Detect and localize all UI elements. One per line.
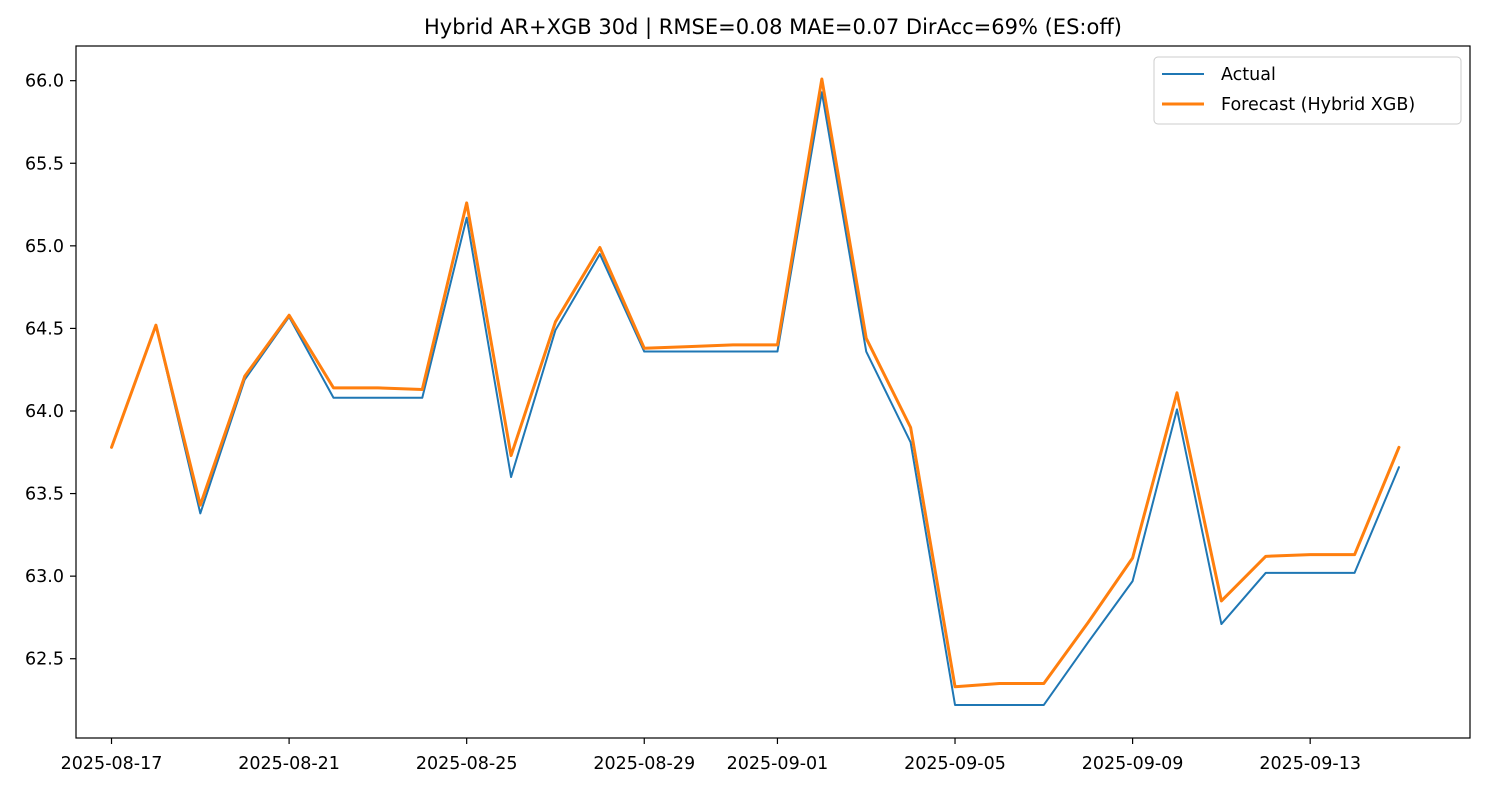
y-tick-label: 63.5: [25, 485, 64, 505]
y-tick-label: 64.5: [25, 319, 64, 339]
x-tick-label: 2025-09-05: [904, 754, 1006, 774]
x-tick-label: 2025-08-17: [61, 754, 163, 774]
series-line-actual: [110, 91, 1400, 706]
y-tick-label: 63.0: [25, 567, 64, 587]
y-tick-label: 66.0: [25, 72, 64, 92]
y-tick-label: 62.5: [25, 650, 64, 670]
x-tick-label: 2025-09-01: [727, 754, 829, 774]
x-tick-label: 2025-08-29: [593, 754, 695, 774]
x-tick-label: 2025-08-21: [238, 754, 340, 774]
legend-label-actual: Actual: [1221, 65, 1276, 85]
plot-frame: [75, 45, 1471, 739]
legend-frame: [1153, 56, 1462, 125]
chart-title: Hybrid AR+XGB 30d | RMSE=0.08 MAE=0.07 D…: [424, 15, 1122, 40]
series-line-forecast: [110, 77, 1401, 689]
legend: Actual Forecast (Hybrid XGB): [1153, 56, 1462, 125]
legend-label-forecast: Forecast (Hybrid XGB): [1221, 95, 1415, 115]
x-tick-label: 2025-09-09: [1082, 754, 1184, 774]
x-tick-label: 2025-09-13: [1259, 754, 1361, 774]
y-tick-label: 64.0: [25, 402, 64, 422]
y-tick-label: 65.0: [25, 237, 64, 257]
y-tick-label: 65.5: [25, 154, 64, 174]
axes-layer: 2025-08-17 2025-08-21 2025-08-25 2025-08-29…: [25, 45, 1471, 774]
x-tick-label: 2025-08-25: [416, 754, 518, 774]
series-layer: [110, 77, 1401, 706]
